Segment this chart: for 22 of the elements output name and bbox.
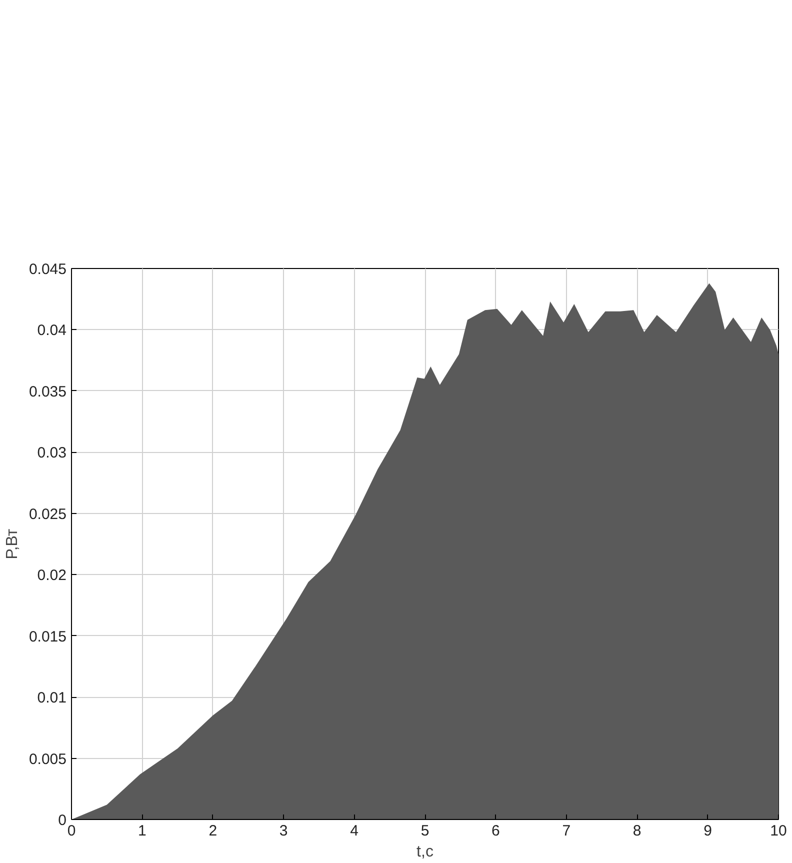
x-tick-label: 8 [632, 822, 642, 840]
x-tick-label: 10 [770, 822, 787, 840]
y-tick-label: 0.025 [28, 506, 67, 523]
x-tick-label: 2 [208, 822, 218, 840]
x-tick-label: 4 [350, 822, 358, 840]
x-axis-title: t,с [416, 844, 434, 860]
x-tick-label: 1 [138, 822, 146, 840]
y-tick-label: 0.035 [28, 383, 67, 400]
x-tick-label: 7 [562, 822, 571, 840]
y-tick-label: 0 [58, 812, 66, 829]
y-tick-label: 0.01 [37, 690, 67, 707]
x-tick-label: 5 [420, 822, 430, 840]
x-tick-label: 6 [492, 822, 500, 840]
y-tick-label: 0.02 [37, 567, 67, 584]
x-tick-label: 3 [279, 822, 288, 840]
y-tick-label: 0.005 [28, 750, 67, 768]
y-tick-label: 0.045 [28, 261, 67, 278]
y-axis-title: P,Вт [4, 528, 21, 560]
y-tick-label: 0.03 [37, 444, 67, 462]
x-tick-label: 9 [704, 822, 712, 840]
y-tick-label: 0.04 [37, 322, 67, 340]
y-tick-label: 0.015 [28, 628, 67, 646]
